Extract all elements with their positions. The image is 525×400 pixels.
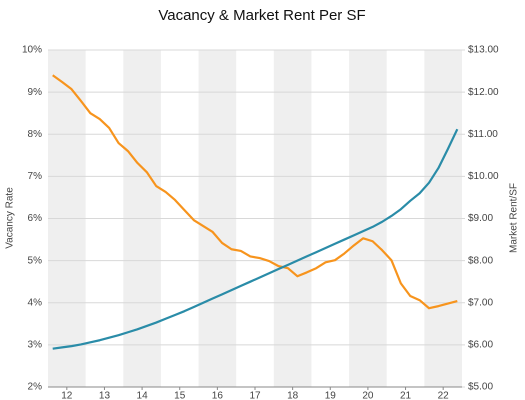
y2-tick-label: $5.00: [468, 382, 493, 393]
series-line: [52, 74, 458, 310]
y-tick-label: 5%: [28, 255, 43, 266]
y2-tick-label: $11.00: [468, 129, 498, 140]
x-tick-label: 13: [99, 391, 111, 400]
x-tick-label: 21: [400, 391, 412, 400]
y-tick-label: 10%: [22, 45, 42, 56]
x-tick-label: 17: [249, 391, 261, 400]
y-tick-label: 3%: [28, 340, 43, 351]
y-tick-label: 9%: [28, 87, 43, 98]
y2-tick-label: $9.00: [468, 213, 493, 224]
y-tick-label: 7%: [28, 171, 43, 182]
y-tick-label: 8%: [28, 129, 43, 140]
x-tick-label: 16: [212, 391, 224, 400]
y2-tick-label: $8.00: [468, 255, 493, 266]
x-tick-label: 15: [174, 391, 186, 400]
x-tick-label: 19: [325, 391, 337, 400]
y2-axis-label: Market Rent/SF: [509, 183, 520, 253]
y-axis-label: Vacancy Rate: [5, 187, 16, 249]
x-tick-label: 20: [362, 391, 374, 400]
y-tick-label: 2%: [28, 382, 43, 393]
y-tick-label: 4%: [28, 297, 43, 308]
x-tick-label: 18: [287, 391, 299, 400]
y2-tick-label: $10.00: [468, 171, 499, 182]
x-tick-label: 14: [137, 391, 149, 400]
chart-title: Vacancy & Market Rent Per SF: [158, 7, 365, 24]
x-tick-label: 12: [61, 391, 73, 400]
y-tick-label: 6%: [28, 213, 43, 224]
y2-tick-label: $12.00: [468, 87, 499, 98]
x-tick-label: 22: [438, 391, 450, 400]
y2-tick-label: $7.00: [468, 297, 493, 308]
y2-tick-label: $6.00: [468, 340, 493, 351]
series-line: [52, 128, 459, 350]
y2-tick-label: $13.00: [468, 45, 499, 56]
